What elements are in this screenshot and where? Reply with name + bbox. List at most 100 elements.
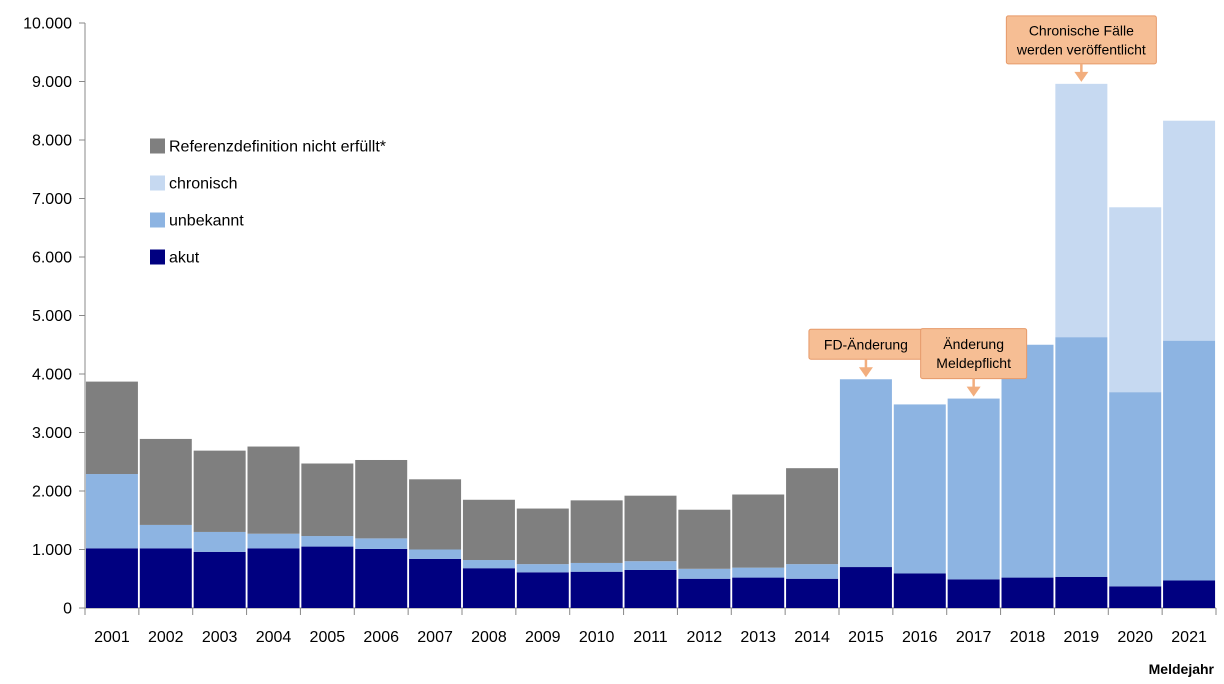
bar-segment-chronisch-2020 (1109, 207, 1162, 393)
y-tick-label: 0 (63, 601, 72, 618)
bar-segment-referenzdefinition-nicht-erf-llt-2003 (193, 450, 246, 532)
bar-segment-unbekannt-2021 (1163, 340, 1216, 581)
x-tick-label: 2012 (687, 629, 723, 646)
bar-segment-unbekannt-2004 (247, 533, 300, 549)
annotation-text: FD-Änderung (824, 336, 908, 352)
bar-segment-akut-2005 (301, 546, 354, 608)
bar-segment-akut-2007 (409, 558, 462, 608)
x-tick-label: 2005 (310, 629, 346, 646)
legend-label: chronisch (169, 176, 237, 193)
bar-segment-referenzdefinition-nicht-erf-llt-2010 (570, 500, 623, 563)
x-tick-label: 2001 (94, 629, 130, 646)
y-tick-label: 3.000 (32, 425, 72, 442)
annotation-arrow-head (1074, 71, 1089, 82)
y-tick-label: 10.000 (23, 16, 72, 33)
bar-segment-unbekannt-2017 (947, 398, 1000, 580)
bar-segment-akut-2013 (732, 577, 785, 608)
bar-segment-unbekannt-2010 (570, 562, 623, 572)
bar-segment-referenzdefinition-nicht-erf-llt-2007 (409, 479, 462, 550)
bar-segment-akut-2012 (678, 578, 731, 608)
x-tick-label: 2015 (848, 629, 884, 646)
x-tick-label: 2018 (1010, 629, 1046, 646)
annotation-text: Meldepflicht (936, 355, 1011, 371)
y-axis: 0 1.000 2.000 3.000 4.000 5.000 6.000 7.000 8.00… (23, 16, 86, 618)
x-tick-label: 2017 (956, 629, 992, 646)
bar-segment-unbekannt-2009 (516, 564, 569, 573)
bar-segment-unbekannt-2008 (462, 560, 515, 569)
legend-item: unbekannt (150, 212, 244, 230)
bar-segment-referenzdefinition-nicht-erf-llt-2009 (516, 508, 569, 565)
bar-segment-akut-2010 (570, 571, 623, 608)
bar-segment-chronisch-2021 (1163, 120, 1216, 341)
bar-segment-akut-2016 (893, 573, 946, 608)
bar-segment-akut-2020 (1109, 586, 1162, 608)
bar-segment-akut-2008 (462, 568, 515, 608)
annotation-text: Änderung (943, 336, 1004, 352)
legend-label: akut (169, 250, 200, 267)
x-tick-label: 2007 (417, 629, 453, 646)
bar-segment-akut-2011 (624, 569, 677, 608)
legend-item: chronisch (150, 175, 237, 193)
legend-swatch (150, 249, 165, 265)
x-tick-label: 2013 (740, 629, 776, 646)
bar-segment-akut-2021 (1163, 580, 1216, 608)
legend-swatch (150, 175, 165, 191)
bar-segment-referenzdefinition-nicht-erf-llt-2001 (85, 381, 138, 475)
bar-segment-referenzdefinition-nicht-erf-llt-2002 (139, 438, 192, 525)
legend-item: akut (150, 249, 200, 267)
legend-label: unbekannt (169, 213, 244, 230)
legend-item: Referenzdefinition nicht erfüllt* (150, 138, 386, 156)
x-tick-label: 2002 (148, 629, 184, 646)
bar-segment-referenzdefinition-nicht-erf-llt-2014 (786, 468, 839, 565)
bar-segment-akut-2004 (247, 548, 300, 608)
x-tick-label: 2004 (256, 629, 292, 646)
y-tick-label: 6.000 (32, 250, 72, 267)
bar-segment-akut-2018 (1001, 577, 1054, 608)
bar-segment-unbekannt-2020 (1109, 392, 1162, 587)
bar-segment-unbekannt-2013 (732, 567, 785, 578)
bar-segment-unbekannt-2018 (1001, 344, 1054, 578)
annotation-text: werden veröffentlicht (1016, 41, 1146, 57)
annotations: FD-Änderung Änderung Meldepflicht Chronisch… (808, 15, 1157, 397)
annotation-callout: FD-Änderung (808, 328, 924, 378)
annotation-callout: Änderung Meldepflicht (920, 328, 1028, 397)
bar-segment-referenzdefinition-nicht-erf-llt-2012 (678, 509, 731, 569)
bar-segment-unbekannt-2003 (193, 531, 246, 552)
bar-segment-unbekannt-2005 (301, 536, 354, 547)
x-tick-label: 2019 (1064, 629, 1100, 646)
bar-segment-akut-2002 (139, 548, 192, 608)
annotation-text: Chronische Fälle (1029, 22, 1134, 38)
bar-segment-unbekannt-2016 (893, 404, 946, 574)
bar-segment-akut-2006 (355, 548, 408, 608)
bar-segment-akut-2003 (193, 551, 246, 608)
legend-swatch (150, 138, 165, 154)
bar-segment-chronisch-2019 (1055, 83, 1108, 338)
y-tick-label: 9.000 (32, 74, 72, 91)
annotation-callout: Chronische Fälle werden veröffentlicht (1005, 15, 1157, 82)
legend-swatch (150, 212, 165, 228)
bar-segment-unbekannt-2002 (139, 524, 192, 549)
y-tick-label: 5.000 (32, 308, 72, 325)
bar-segment-akut-2019 (1055, 576, 1108, 608)
bar-segment-akut-2001 (85, 548, 138, 608)
x-tick-label: 2011 (633, 629, 668, 646)
bar-segment-unbekannt-2012 (678, 568, 731, 579)
y-tick-label: 4.000 (32, 367, 72, 384)
bars (85, 83, 1216, 608)
bar-segment-akut-2015 (839, 567, 892, 608)
annotation-arrow-head (858, 367, 873, 378)
x-tick-label: 2020 (1117, 629, 1153, 646)
bar-segment-referenzdefinition-nicht-erf-llt-2008 (462, 499, 515, 561)
bar-segment-akut-2014 (786, 578, 839, 608)
bar-segment-referenzdefinition-nicht-erf-llt-2006 (355, 459, 408, 539)
x-tick-label: 2014 (794, 629, 830, 646)
x-tick-label: 2010 (579, 629, 615, 646)
bar-segment-unbekannt-2014 (786, 564, 839, 579)
x-tick-label: 2009 (525, 629, 561, 646)
annotation-arrow-head (966, 386, 981, 397)
x-tick-label: 2021 (1171, 629, 1207, 646)
bar-segment-unbekannt-2011 (624, 561, 677, 570)
bar-segment-referenzdefinition-nicht-erf-llt-2005 (301, 463, 354, 537)
legend: Referenzdefinition nicht erfüllt* chronis… (150, 138, 386, 267)
